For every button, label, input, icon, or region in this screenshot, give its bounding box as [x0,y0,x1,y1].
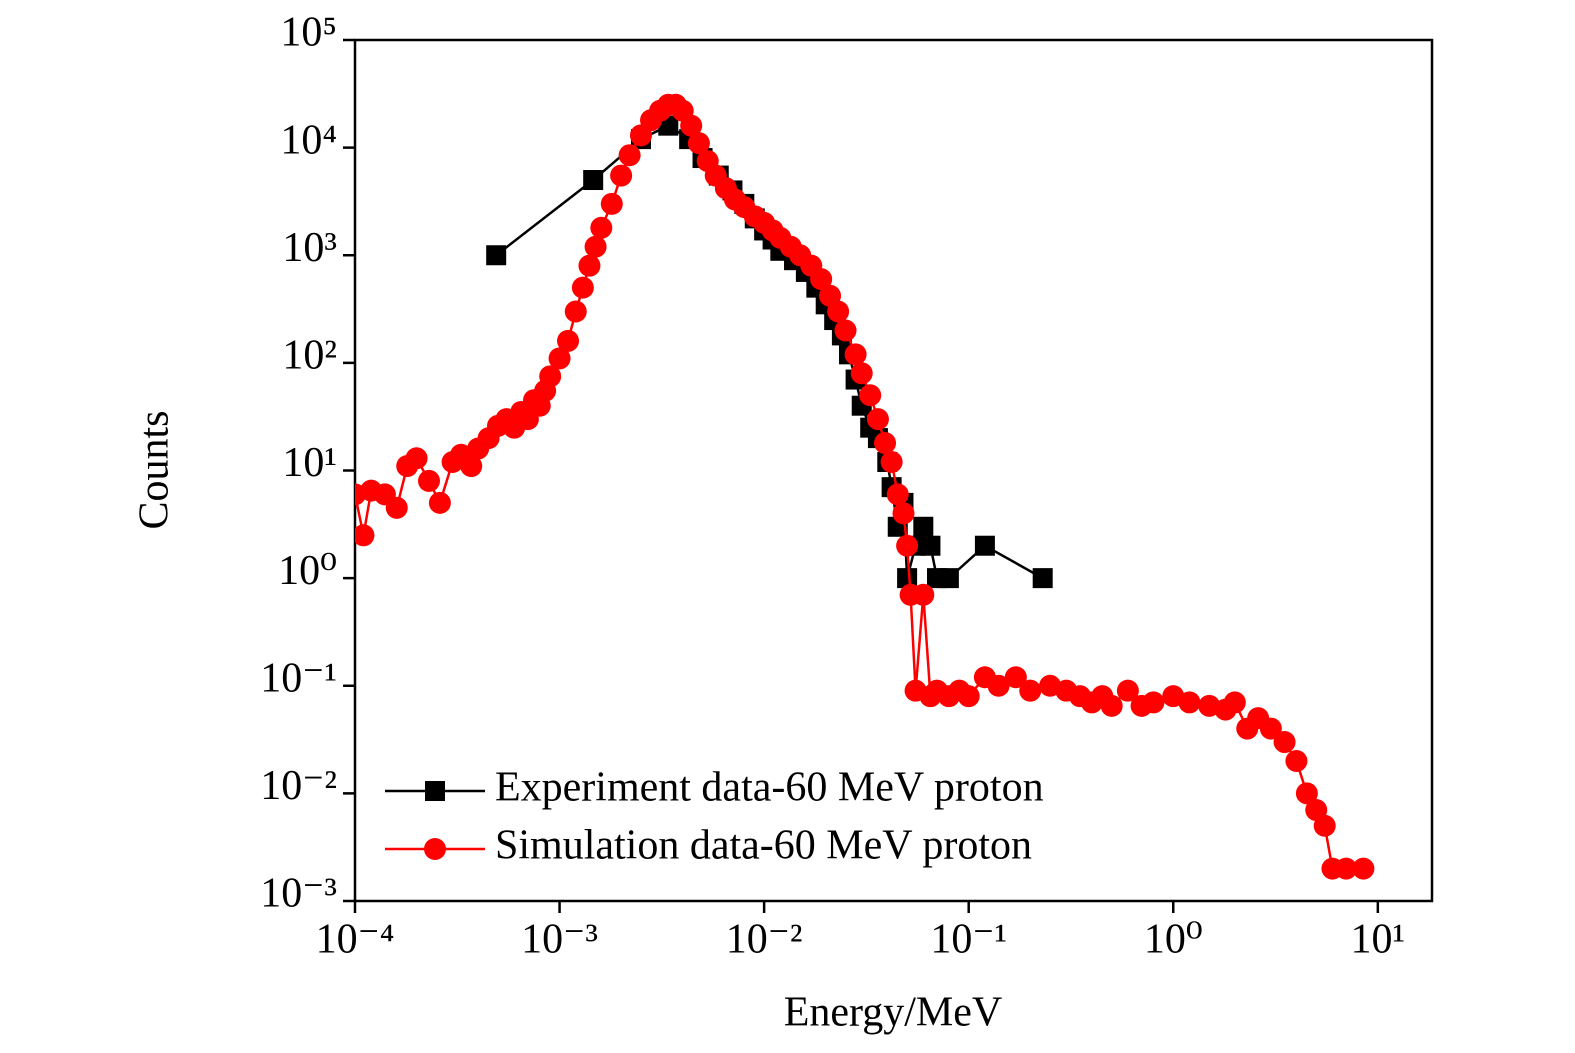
circle-marker [1100,694,1123,717]
circle-marker [834,319,857,342]
y-tick-label: 10³ [282,225,337,271]
y-tick-label: 10² [282,333,337,379]
series-line [495,124,1044,580]
circle-marker [557,329,580,352]
circle-marker [1352,857,1375,880]
circle-marker [548,347,571,370]
circle-marker [987,674,1010,697]
circle-marker [680,114,703,137]
circle-marker [1295,782,1318,805]
x-tick-label: 10⁻² [726,917,803,963]
legend-label: Experiment data-60 MeV proton [495,765,1044,811]
circle-marker [1178,691,1201,714]
square-marker [486,245,507,266]
y-tick-label: 10⁴ [280,117,337,163]
square-marker [897,568,918,589]
circle-marker [687,132,710,155]
x-tick-label: 10⁻³ [521,917,598,963]
circle-marker [866,408,889,431]
circle-marker [1019,679,1042,702]
circle-marker [539,365,562,388]
series-line [355,103,1364,870]
plot [355,93,1375,880]
square-marker [974,535,995,556]
circle-marker [1116,679,1139,702]
circle-marker [1335,857,1358,880]
legend-label: Simulation data-60 MeV proton [495,823,1032,869]
circle-marker [571,276,594,299]
circle-marker [618,144,641,167]
circle-marker [1142,691,1165,714]
circle-marker [880,450,903,473]
circle-marker [405,447,428,470]
circle-marker [850,362,873,385]
circle-marker [892,502,915,525]
circle-marker [957,685,980,708]
circle-marker [1223,691,1246,714]
circle-marker [1285,749,1308,772]
x-axis-label: Energy/MeV [784,990,1003,1036]
y-tick-label: 10¹ [282,440,337,486]
x-tick-label: 10⁻¹ [930,917,1007,963]
square-marker [938,568,959,589]
circle-marker [385,496,408,519]
y-tick-label: 10⁰ [278,548,337,594]
circle-marker [417,469,440,492]
square-marker [920,535,941,556]
circle-marker [827,300,850,323]
circle-marker [896,534,919,557]
x-tick-label: 10⁻⁴ [316,917,395,963]
y-tick-label: 10⁻³ [260,871,337,917]
y-axis-label: Counts [132,410,178,529]
circle-marker [844,343,867,366]
circle-marker [1313,814,1336,837]
circle-marker [460,455,483,478]
square-marker [1032,568,1053,589]
circle-marker [1004,666,1027,689]
circle-marker [1259,717,1282,740]
square-marker [583,170,604,191]
y-tick-label: 10⁵ [280,10,337,56]
circle-marker [590,216,613,239]
y-tick-label: 10⁻² [260,763,337,809]
x-tick-label: 10⁰ [1144,917,1203,963]
circle-marker [1273,731,1296,754]
square-marker [425,781,445,801]
circle-marker [424,838,446,860]
x-tick-label: 10¹ [1351,917,1406,963]
circle-marker [600,192,623,215]
square-marker [913,516,934,537]
circle-marker [859,384,882,407]
circle-marker [886,483,909,506]
y-tick-label: 10⁻¹ [260,655,337,701]
circle-marker [610,164,633,187]
circle-marker [810,268,833,291]
circle-marker [578,254,601,277]
circle-marker [428,491,451,514]
circle-marker [355,524,375,547]
circle-marker [564,300,587,323]
circle-marker [912,583,935,606]
circle-marker [584,235,607,258]
circle-marker [874,432,897,455]
